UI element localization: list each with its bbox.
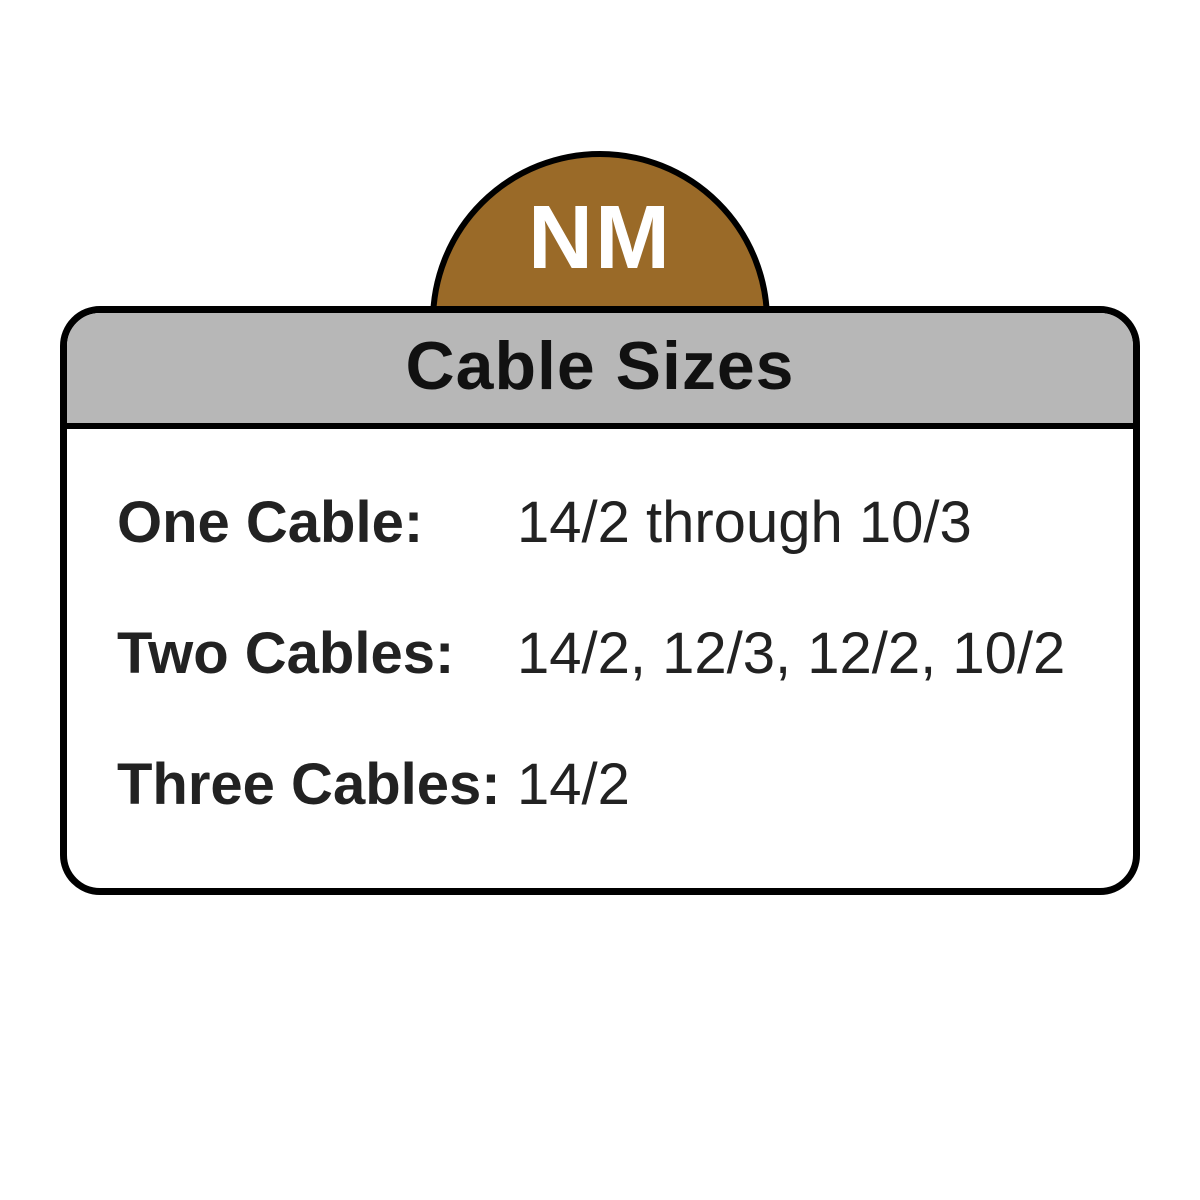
row-value-one-cable: 14/2 through 10/3 [517,489,972,556]
row-label-one-cable: One Cable: [117,489,517,556]
card-panel: Cable Sizes One Cable: 14/2 through 10/3… [60,306,1140,895]
row-value-three-cables: 14/2 [517,751,630,818]
card-body: One Cable: 14/2 through 10/3 Two Cables:… [67,429,1133,888]
table-row: Two Cables: 14/2, 12/3, 12/2, 10/2 [117,620,1083,687]
row-value-two-cables: 14/2, 12/3, 12/2, 10/2 [517,620,1065,687]
table-row: Three Cables: 14/2 [117,751,1083,818]
nm-tab-label: NM [528,187,672,290]
cable-sizes-card: NM Cable Sizes One Cable: 14/2 through 1… [60,306,1140,895]
card-title: Cable Sizes [406,328,795,404]
card-header: Cable Sizes [67,313,1133,429]
row-label-three-cables: Three Cables: [117,751,517,818]
table-row: One Cable: 14/2 through 10/3 [117,489,1083,556]
row-label-two-cables: Two Cables: [117,620,517,687]
